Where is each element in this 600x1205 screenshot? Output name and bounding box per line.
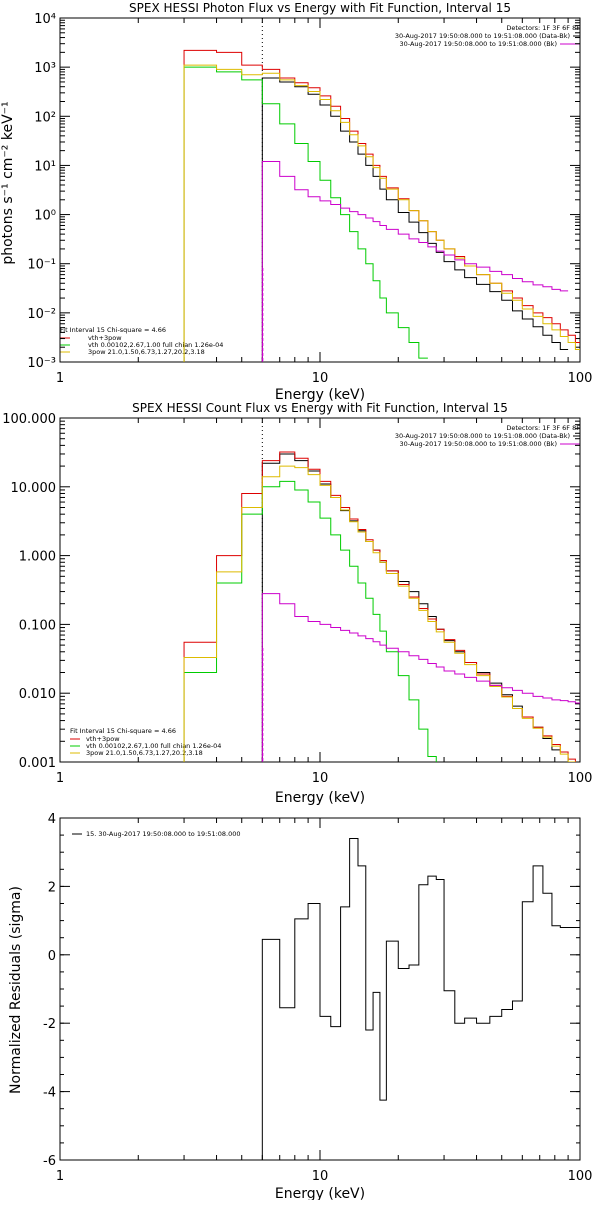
residual-ytick-label: -4 <box>43 1086 56 1101</box>
count-plot-area: 1 10 100 0.001 0.010 0.100 1.000 10.000 100.000 <box>2 412 592 786</box>
count-series-2-line <box>183 480 437 762</box>
count-xtick-label: 1 <box>56 771 64 786</box>
count-xtick-label: 10 <box>312 771 329 786</box>
count-ytick-label: 0.010 <box>19 687 56 702</box>
photon-detectors-label: Detectors: 1F 3F 6F 8F <box>506 24 580 32</box>
photon-axes-frame <box>59 17 581 363</box>
count-ytick-label: 10.000 <box>11 481 57 496</box>
photon-ytick-label: 10⁻³ <box>27 356 56 371</box>
photon-series-3-line <box>183 64 580 362</box>
count-ytick-label: 0.100 <box>19 618 56 633</box>
photon-ytick-label: 10⁴ <box>34 12 56 27</box>
photon-series-2-line <box>183 66 428 362</box>
residual-ytick-label: -2 <box>43 1017 56 1032</box>
residual-ytick-label: 0 <box>48 949 56 964</box>
count-legend-label-0: vth+3pow <box>86 735 120 743</box>
count-detectors-label: Detectors: 1F 3F 6F 8F <box>506 424 580 432</box>
count-ytick-label: 0.001 <box>19 756 56 771</box>
photon-xtick-label: 10 <box>312 371 329 386</box>
count-series-3-line <box>183 465 576 762</box>
count-chart-xlabel: Energy (keV) <box>275 790 365 806</box>
photon-xtick-label: 100 <box>568 371 593 386</box>
count-series-0-line <box>261 453 561 762</box>
photon-legend-header: Fit Interval 15 Chi-square = 4.66 <box>60 326 166 334</box>
residual-xtick-label: 100 <box>568 1169 593 1184</box>
count-legend-label-1: vth 0.00102,2.67,1.00 full chian 1.26e-0… <box>86 742 221 750</box>
photon-chart-ylabel: photons s⁻¹ cm⁻² keV⁻¹ <box>0 101 16 264</box>
photon-ytick-label: 10³ <box>34 61 56 76</box>
residual-series-0-line <box>261 838 580 1160</box>
photon-xtick-label: 1 <box>56 371 64 386</box>
photon-series-1-line <box>183 49 580 362</box>
residual-ytick-label: -6 <box>43 1154 56 1169</box>
photon-ytick-label: 10² <box>34 110 56 125</box>
count-ytick-label: 100.000 <box>2 412 56 427</box>
residual-chart-xlabel: Energy (keV) <box>275 1186 365 1200</box>
photon-chart-xlabel: Energy (keV) <box>275 387 365 403</box>
photon-plot-area: 1 10 100 10⁻³ 10⁻² 10⁻¹ 10⁰ 10¹ 10² 10³ 10⁴ <box>27 12 592 386</box>
photon-chart-title: SPEX HESSI Photon Flux vs Energy with Fi… <box>129 1 511 15</box>
residual-ytick-label: 2 <box>48 880 56 895</box>
residual-series-group <box>261 838 580 1160</box>
residual-chart-ylabel: Normalized Residuals (sigma) <box>8 886 24 1094</box>
count-series-1-line <box>183 451 576 762</box>
photon-series-0-line <box>261 77 569 362</box>
photon-ytick-label: 10⁻² <box>27 307 56 322</box>
photon-ytick-label: 10¹ <box>34 159 56 174</box>
count-legend-header: Fit Interval 15 Chi-square = 4.66 <box>70 727 176 735</box>
photon-info-line1: 30-Aug-2017 19:50:08.000 to 19:51:08.000… <box>395 32 570 40</box>
count-ytick-label: 1.000 <box>19 550 56 565</box>
count-chart-title: SPEX HESSI Count Flux vs Energy with Fit… <box>132 401 508 415</box>
photon-ytick-label: 10⁻¹ <box>27 258 56 273</box>
residual-ytick-label: 4 <box>48 812 56 827</box>
count-xtick-label: 100 <box>568 771 593 786</box>
residual-legend-label: 15. 30-Aug-2017 19:50:08.000 to 19:51:08… <box>86 830 241 838</box>
count-series-group <box>183 418 580 762</box>
photon-ytick-label: 10⁰ <box>34 209 56 224</box>
photon-series-group <box>183 18 580 362</box>
photon-info-line2: 30-Aug-2017 19:50:08.000 to 19:51:08.000… <box>400 40 557 48</box>
residual-xtick-label: 10 <box>312 1169 329 1184</box>
photon-legend-label-1: vth 0.00102,2.67,1.00 full chian 1.26e-0… <box>88 341 223 349</box>
count-info-line2: 30-Aug-2017 19:50:08.000 to 19:51:08.000… <box>400 440 557 448</box>
photon-legend-label-2: 3pow 21.0,1.50,6.73,1.27,20.2,3.18 <box>88 348 205 356</box>
residual-xtick-label: 1 <box>56 1169 64 1184</box>
photon-legend-label-0: vth+3pow <box>88 334 122 342</box>
count-series-4-line <box>261 593 580 762</box>
count-legend-label-2: 3pow 21.0,1.50,6.73,1.27,20.2,3.18 <box>86 749 203 757</box>
photon-series-4-line <box>261 161 569 362</box>
residual-plot-area: 1 10 100 -6 -4 -2 0 2 4 <box>43 812 592 1184</box>
count-info-line1: 30-Aug-2017 19:50:08.000 to 19:51:08.000… <box>395 432 570 440</box>
